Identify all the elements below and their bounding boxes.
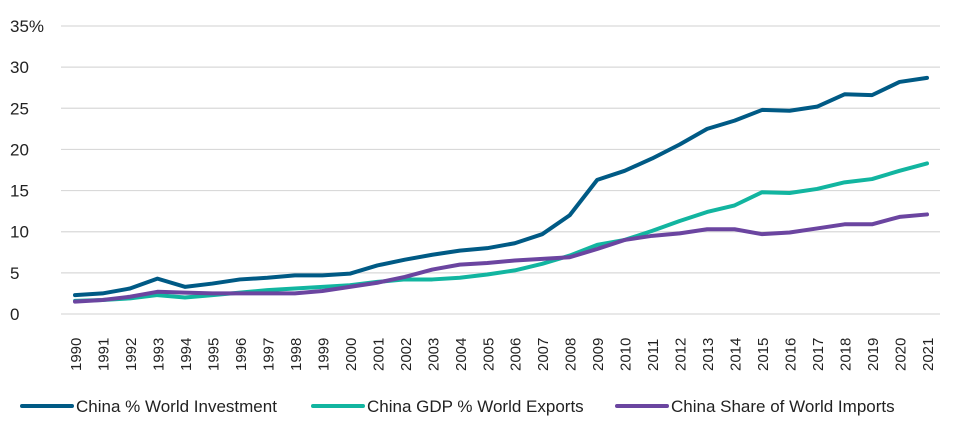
x-tick-label: 1992 bbox=[123, 338, 140, 371]
x-tick-label: 2019 bbox=[865, 338, 882, 371]
legend-label: China Share of World Imports bbox=[671, 397, 895, 416]
x-tick-label: 2010 bbox=[618, 338, 635, 371]
y-tick-label: 10 bbox=[10, 223, 29, 242]
y-tick-label: 5 bbox=[10, 264, 19, 283]
series-line-1 bbox=[73, 75, 929, 298]
x-tick-label: 2006 bbox=[508, 338, 525, 371]
y-tick-label: 25 bbox=[10, 99, 29, 118]
x-tick-label: 2009 bbox=[590, 338, 607, 371]
x-tick-label: 2015 bbox=[755, 338, 772, 371]
x-tick-label: 1990 bbox=[68, 338, 85, 371]
x-tick-label: 2008 bbox=[563, 338, 580, 371]
x-tick-label: 2000 bbox=[343, 338, 360, 371]
x-tick-label: 2021 bbox=[920, 338, 937, 371]
x-tick-label: 2003 bbox=[425, 338, 442, 371]
x-tick-label: 2020 bbox=[893, 338, 910, 371]
x-tick-label: 2007 bbox=[535, 338, 552, 371]
y-tick-label: 35% bbox=[10, 17, 44, 36]
x-tick-label: 1994 bbox=[178, 338, 195, 371]
x-tick-label: 1997 bbox=[260, 338, 277, 371]
x-tick-label: 2014 bbox=[728, 338, 745, 371]
x-tick-label: 2005 bbox=[480, 338, 497, 371]
x-tick-label: 2002 bbox=[398, 338, 415, 371]
x-tick-label: 2004 bbox=[453, 338, 470, 371]
x-tick-label: 1996 bbox=[233, 338, 250, 371]
x-tick-label: 2011 bbox=[645, 339, 662, 371]
x-tick-label: 2018 bbox=[838, 338, 855, 371]
y-tick-label: 30 bbox=[10, 58, 29, 77]
x-tick-label: 2017 bbox=[810, 338, 827, 371]
legend-label: China GDP % World Exports bbox=[367, 397, 584, 416]
x-tick-label: 1993 bbox=[150, 338, 167, 371]
legend-label: China % World Investment bbox=[76, 397, 277, 416]
x-tick-label: 2016 bbox=[783, 338, 800, 371]
series-line-3 bbox=[73, 212, 929, 304]
y-tick-label: 0 bbox=[10, 305, 19, 324]
y-tick-label: 20 bbox=[10, 140, 29, 159]
x-tick-label: 1991 bbox=[95, 338, 112, 371]
x-tick-label: 2012 bbox=[673, 338, 690, 371]
y-tick-label: 15 bbox=[10, 182, 29, 201]
x-tick-label: 1999 bbox=[315, 338, 332, 371]
x-tick-label: 2001 bbox=[370, 338, 387, 371]
x-tick-label: 1998 bbox=[288, 338, 305, 371]
x-tick-label: 1995 bbox=[205, 338, 222, 371]
x-tick-label: 2013 bbox=[700, 338, 717, 371]
